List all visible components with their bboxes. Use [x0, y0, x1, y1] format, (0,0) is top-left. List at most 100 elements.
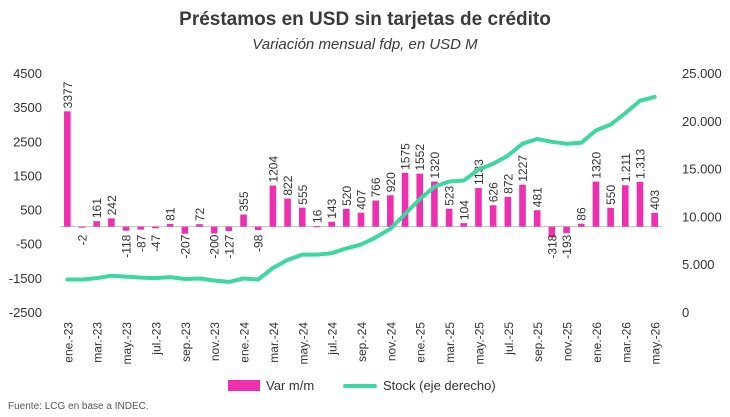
y-tick-label-left: 500 [20, 203, 42, 218]
bar-data-label: 1204 [266, 156, 280, 183]
bar-data-label: -193 [560, 234, 574, 258]
bar [607, 207, 614, 227]
y-tick-label-left: 1500 [13, 168, 42, 183]
bar [489, 205, 497, 227]
legend-swatch-bars [228, 380, 260, 391]
bar-data-label: -47 [149, 234, 163, 252]
x-tick-label: may.-24 [296, 322, 310, 365]
bar [152, 226, 159, 229]
bar [533, 210, 541, 227]
bar-data-label: 407 [355, 189, 369, 209]
x-tick-label: mar.-23 [91, 322, 105, 363]
bar [357, 212, 365, 227]
bar [621, 185, 629, 227]
source-note: Fuente: LCG en base a INDEC. [8, 401, 149, 412]
bar-data-label: -87 [134, 234, 148, 252]
bar-data-label: 920 [384, 172, 398, 192]
bar [298, 207, 306, 227]
bar-data-label: 481 [531, 187, 545, 207]
bar-data-label: -318 [545, 234, 559, 258]
bar-data-label: -98 [252, 234, 266, 252]
bar-data-label: 1552 [413, 144, 427, 171]
x-tick-label: jul.-25 [502, 322, 516, 356]
bar [166, 223, 174, 227]
y-tick-label-left: -1500 [9, 271, 42, 286]
bar [328, 221, 335, 227]
bar-data-label: 1133 [472, 159, 486, 185]
bar-data-label: 242 [105, 195, 119, 215]
bar-data-label: 523 [443, 185, 457, 205]
x-tick-label: ene.-24 [238, 322, 252, 363]
bar-data-label: -207 [178, 234, 192, 258]
bar-data-label: 16 [310, 209, 324, 223]
bar [475, 187, 482, 227]
bar-data-label: -2 [76, 234, 90, 245]
bar [431, 181, 438, 227]
bar-data-label: 143 [325, 198, 339, 218]
bar [284, 198, 291, 227]
bar-data-label: 520 [340, 186, 354, 206]
y-tick-label-left: -2500 [9, 305, 42, 320]
bar-data-label: 81 [164, 207, 178, 221]
bar [122, 226, 130, 231]
legend-label-line: Stock (eje derecho) [383, 378, 496, 393]
x-tick-label: mar.-26 [619, 322, 633, 363]
x-tick-label: sep.-23 [179, 322, 193, 362]
bar-data-label: 1320 [589, 152, 603, 179]
bar [519, 184, 526, 227]
x-tick-label: jul.-23 [149, 322, 163, 356]
bar-data-label: -127 [222, 234, 236, 258]
bar [225, 226, 233, 231]
bar-data-label: 3377 [61, 81, 75, 108]
x-tick-label: ene.-25 [414, 322, 428, 363]
bar [64, 111, 71, 227]
bar [548, 226, 556, 238]
x-tick-label: may.-26 [649, 322, 663, 365]
bar-data-label: 1.211 [619, 153, 633, 182]
bar [577, 223, 585, 227]
x-tick-label: nov.-25 [561, 322, 575, 361]
legend-item-line: Stock (eje derecho) [343, 378, 496, 393]
bar [240, 214, 247, 227]
legend-swatch-line [343, 383, 377, 388]
y-tick-label-right: 20.000 [682, 114, 722, 129]
bar [93, 221, 101, 227]
x-tick-label: sep.-24 [355, 322, 369, 362]
bar [78, 226, 86, 228]
bar-data-label: 550 [604, 185, 618, 205]
bar [636, 181, 644, 227]
bar-data-label: -200 [208, 234, 222, 258]
y-tick-label-left: 3500 [13, 100, 42, 115]
x-tick-label: nov.-24 [384, 322, 398, 361]
x-tick-label: may.-25 [472, 322, 486, 365]
bar-data-label: 161 [90, 198, 104, 218]
chart-title: Préstamos en USD sin tarjetas de crédito [179, 9, 551, 30]
stock-line [65, 94, 657, 284]
y-tick-label-right: 10.000 [682, 209, 722, 224]
bar [210, 226, 218, 234]
bar-data-label: 872 [501, 174, 515, 194]
y-tick-label-right: 15.000 [682, 162, 722, 177]
legend-item-bars: Var m/m [228, 378, 314, 393]
y-tick-label-left: 4500 [13, 66, 42, 81]
bar [372, 200, 379, 227]
legend-label-bars: Var m/m [266, 378, 315, 393]
bar [108, 218, 115, 227]
bar [313, 226, 321, 228]
chart-subtitle: Variación mensual fdp, en USD M [252, 36, 478, 53]
bar [592, 181, 600, 227]
bar [563, 226, 570, 234]
x-tick-label: mar.-24 [267, 322, 281, 363]
bar-data-label: -118 [120, 234, 134, 257]
bar-data-label: 403 [648, 190, 662, 210]
y-tick-label-right: 5.000 [682, 257, 715, 272]
bar [651, 212, 658, 227]
x-tick-label: sep.-25 [531, 322, 545, 362]
bar [343, 208, 350, 227]
bar-data-label: 626 [487, 182, 501, 202]
bar [254, 226, 262, 230]
bar [137, 226, 145, 230]
bar [460, 223, 468, 227]
bar [269, 185, 277, 227]
bar-data-label: 72 [193, 208, 207, 222]
